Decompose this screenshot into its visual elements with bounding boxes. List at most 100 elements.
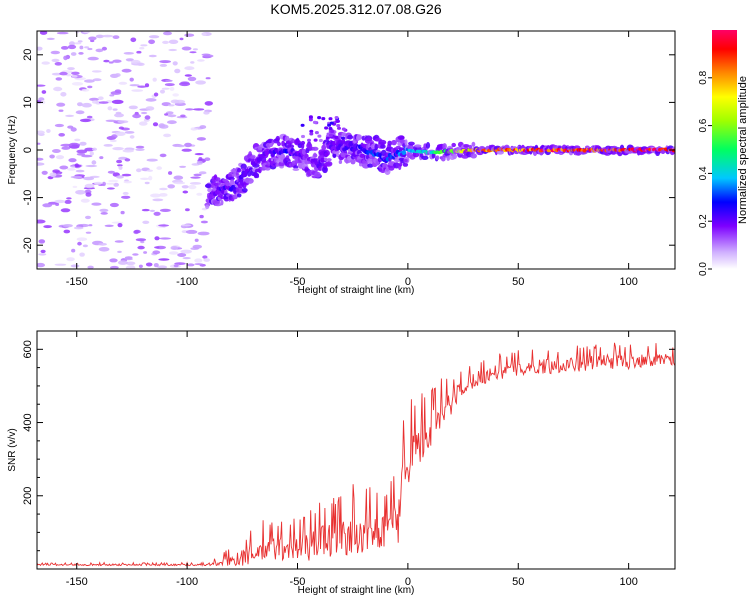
noise-speckle <box>98 247 110 252</box>
ridge-halo <box>347 134 354 140</box>
noise-speckle <box>129 84 140 87</box>
noise-speckle <box>153 92 159 97</box>
noise-speckle <box>78 52 84 55</box>
noise-speckle <box>54 263 67 266</box>
noise-speckle <box>70 175 83 179</box>
noise-speckle <box>51 58 60 63</box>
ridge-halo <box>387 140 393 146</box>
noise-speckle <box>159 193 168 197</box>
noise-speckle <box>189 182 202 185</box>
noise-speckle <box>181 185 189 189</box>
noise-speckle <box>63 55 68 61</box>
noise-speckle <box>164 83 175 87</box>
noise-speckle <box>85 192 92 197</box>
noise-speckle <box>83 176 95 181</box>
ridge-halo <box>374 143 379 151</box>
x-tick-label: 0 <box>405 576 411 588</box>
noise-speckle <box>185 208 190 212</box>
ridge-halo <box>442 143 447 150</box>
noise-speckle <box>172 93 179 97</box>
noise-speckle <box>184 142 192 148</box>
noise-speckle <box>185 108 194 111</box>
noise-speckle <box>117 250 122 253</box>
noise-speckle <box>168 39 179 44</box>
noise-speckle <box>109 202 119 208</box>
noise-speckle <box>88 224 93 227</box>
ridge-halo <box>329 121 334 125</box>
ridge-halo <box>275 162 280 167</box>
noise-speckle <box>184 66 195 71</box>
ridge-halo <box>341 136 345 140</box>
noise-speckle <box>135 148 145 152</box>
chart-title: KOM5.2025.312.07.08.G26 <box>270 1 441 17</box>
noise-speckle <box>108 179 119 183</box>
noise-speckle <box>99 156 104 160</box>
noise-speckle <box>196 192 203 196</box>
y-tick-label: 10 <box>22 96 34 108</box>
noise-speckle <box>159 124 169 129</box>
noise-speckle <box>103 144 113 147</box>
noise-speckle <box>60 208 71 213</box>
noise-speckle <box>85 231 92 234</box>
noise-speckle <box>121 195 131 199</box>
ridge-halo <box>332 153 337 159</box>
noise-speckle <box>129 77 134 82</box>
noise-speckle <box>199 214 204 219</box>
noise-speckle <box>181 148 192 152</box>
noise-speckle <box>153 263 159 268</box>
noise-speckle <box>129 135 135 139</box>
noise-speckle <box>107 170 115 174</box>
x-tick-label: -150 <box>66 576 88 588</box>
ridge-halo <box>414 144 422 148</box>
noise-speckle <box>66 197 72 200</box>
noise-speckle <box>112 59 122 63</box>
noise-speckle <box>68 142 81 148</box>
ridge-halo <box>301 149 306 155</box>
noise-speckle <box>116 175 124 179</box>
ridge-halo <box>463 144 470 148</box>
noise-speckle <box>87 265 94 269</box>
noise-speckle <box>194 153 204 156</box>
ridge-halo <box>367 160 374 164</box>
ridge-halo <box>275 135 280 142</box>
noise-speckle <box>54 62 62 66</box>
ridge-halo <box>470 153 478 159</box>
ridge-halo <box>341 127 346 131</box>
noise-speckle <box>101 34 114 38</box>
noise-speckle <box>115 131 126 136</box>
noise-speckle <box>37 219 46 224</box>
noise-speckle <box>112 108 118 111</box>
noise-speckle <box>82 31 91 34</box>
noise-speckle <box>194 263 204 266</box>
noise-speckle <box>41 170 48 175</box>
noise-speckle <box>76 149 88 154</box>
ridge-halo <box>338 160 343 164</box>
noise-speckle <box>76 237 88 241</box>
y-tick-label: -20 <box>22 237 34 253</box>
noise-speckle <box>40 249 46 254</box>
noise-speckle <box>105 119 117 123</box>
noise-speckle <box>114 113 124 118</box>
noise-speckle <box>190 128 199 131</box>
noise-speckle <box>37 162 45 166</box>
noise-speckle <box>154 236 160 241</box>
noise-speckle <box>37 46 43 51</box>
noise-speckle <box>169 86 175 91</box>
noise-speckle <box>199 125 207 129</box>
noise-speckle <box>167 114 177 118</box>
noise-speckle <box>148 39 156 45</box>
noise-speckle <box>55 155 65 160</box>
noise-speckle <box>173 181 186 185</box>
noise-speckle <box>197 59 205 62</box>
noise-speckle <box>145 262 153 267</box>
ridge-halo <box>341 133 346 137</box>
snr-panel: -150 -100 -50 0 50 100 200 400 600 Height of str… <box>7 330 676 596</box>
noise-speckle <box>172 61 178 66</box>
noise-speckle <box>66 257 75 262</box>
noise-speckle <box>180 114 186 118</box>
noise-speckle <box>192 244 202 249</box>
noise-speckle <box>79 252 85 257</box>
noise-speckle <box>60 143 73 147</box>
x-tick-label: 100 <box>619 276 637 288</box>
noise-speckle <box>39 31 48 35</box>
